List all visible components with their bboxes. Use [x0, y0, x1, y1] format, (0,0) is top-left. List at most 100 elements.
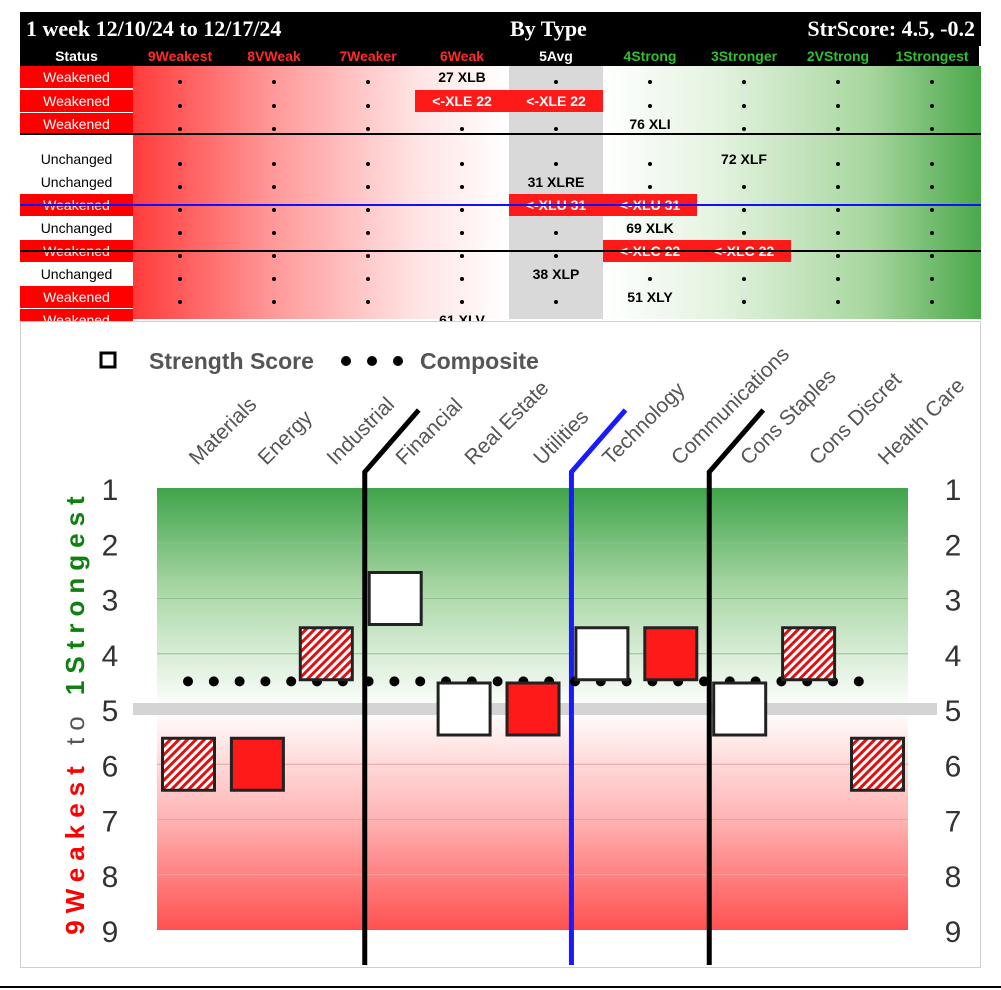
- etf-cell: 31 XLRE: [527, 174, 585, 190]
- empty-cell-dot: [836, 185, 840, 189]
- empty-cell-dot: [930, 231, 934, 235]
- strength-marker-technology: [574, 626, 630, 682]
- empty-cell-dot: [178, 208, 182, 212]
- empty-cell-dot: [178, 277, 182, 281]
- composite-dot: [415, 676, 426, 687]
- empty-cell-dot: [460, 277, 464, 281]
- moved-etf-cell: <-XLE 22: [415, 90, 509, 112]
- empty-cell-dot: [272, 208, 276, 212]
- empty-cell-dot: [554, 127, 558, 131]
- row-status: Unchanged: [20, 263, 133, 285]
- empty-cell-dot: [272, 277, 276, 281]
- empty-cell-dot: [554, 254, 558, 258]
- empty-cell-dot: [742, 231, 746, 235]
- empty-cell-dot: [366, 254, 370, 258]
- composite-dot: [234, 676, 245, 687]
- y-tick-label-left: 8: [102, 861, 119, 894]
- group-separator: [20, 204, 981, 206]
- y-tick-label-right: 9: [945, 916, 962, 949]
- y-tick-label-right: 1: [945, 474, 962, 507]
- y-tick-label-left: 3: [102, 585, 119, 618]
- row-status: Weakened: [20, 90, 133, 112]
- strong-zone-bg: [603, 66, 981, 319]
- row-status: Unchanged: [20, 217, 133, 239]
- legend-square-icon: [99, 351, 117, 369]
- etf-cell: 38 XLP: [532, 266, 580, 282]
- row-status: Weakened: [20, 66, 133, 88]
- table-body: Weakened 27 XLB Weakened <-XLE 22 <-XLE 22 We…: [20, 66, 981, 331]
- empty-cell-dot: [836, 208, 840, 212]
- legend-composite-dot: [367, 356, 377, 366]
- empty-cell-dot: [178, 185, 182, 189]
- table-title-bar: 1 week 12/10/24 to 12/17/24 By Type StrS…: [20, 12, 981, 46]
- category-label: Materials: [185, 393, 262, 470]
- y-tick-label-left: 1: [102, 474, 119, 507]
- composite-dot: [183, 676, 193, 687]
- composite-dot: [208, 676, 219, 687]
- empty-cell-dot: [930, 277, 934, 281]
- group-divider-line: [362, 408, 421, 965]
- etf-cell: 27 XLB: [438, 69, 486, 85]
- empty-cell-dot: [178, 231, 182, 235]
- empty-cell-dot: [742, 127, 746, 131]
- empty-cell-dot: [460, 254, 464, 258]
- empty-cell-dot: [178, 104, 182, 108]
- y-tick-label-left: 6: [102, 750, 119, 783]
- strength-marker-utilities: [505, 681, 561, 737]
- etf-cell: 76 XLI: [629, 116, 671, 132]
- empty-cell-dot: [836, 231, 840, 235]
- column-header-2vstrong: 2VStrong: [791, 46, 885, 66]
- composite-dot: [286, 676, 297, 687]
- empty-cell-dot: [272, 104, 276, 108]
- legend-composite-dot: [393, 356, 403, 366]
- empty-cell-dot: [742, 277, 746, 281]
- group-divider-line: [568, 408, 628, 965]
- column-header-5avg: 5Avg: [509, 46, 603, 66]
- empty-cell-dot: [836, 254, 840, 258]
- column-header-9weakest: 9Weakest: [133, 46, 227, 66]
- y-axis-label-strong: 1Strongest: [60, 489, 90, 695]
- empty-cell-dot: [930, 185, 934, 189]
- y-tick-label-left: 4: [102, 640, 119, 673]
- empty-cell-dot: [742, 104, 746, 108]
- composite-dot: [853, 676, 864, 687]
- empty-cell-dot: [178, 80, 182, 84]
- column-header-8vweak: 8VWeak: [227, 46, 321, 66]
- y-tick-label-left: 9: [102, 916, 119, 949]
- empty-cell-dot: [836, 104, 840, 108]
- empty-cell-dot: [648, 162, 652, 166]
- y-tick-label-right: 2: [945, 529, 962, 562]
- group-separator: [20, 133, 981, 135]
- empty-cell-dot: [648, 104, 652, 108]
- strength-marker-financial: [367, 571, 423, 626]
- y-axis-label-weak: 9Weakest: [60, 745, 90, 935]
- empty-cell-dot: [272, 162, 276, 166]
- y-tick-label-right: 3: [945, 585, 962, 618]
- empty-cell-dot: [460, 162, 464, 166]
- y-tick-label-left: 5: [102, 695, 119, 728]
- empty-cell-dot: [366, 104, 370, 108]
- empty-cell-dot: [178, 300, 182, 304]
- empty-cell-dot: [272, 80, 276, 84]
- empty-cell-dot: [554, 231, 558, 235]
- strength-marker-industrial: [298, 626, 354, 682]
- empty-cell-dot: [272, 127, 276, 131]
- empty-cell-dot: [272, 231, 276, 235]
- column-header-1strongest: 1Strongest: [885, 46, 979, 66]
- table-title-type: By Type: [510, 16, 587, 41]
- empty-cell-dot: [366, 185, 370, 189]
- empty-cell-dot: [930, 254, 934, 258]
- empty-cell-dot: [930, 162, 934, 166]
- strength-marker-communications: [643, 626, 699, 682]
- table-title-period: 1 week 12/10/24 to 12/17/24: [26, 16, 282, 41]
- etf-cell: 51 XLY: [627, 289, 673, 305]
- empty-cell-dot: [366, 208, 370, 212]
- empty-cell-dot: [460, 208, 464, 212]
- y-tick-label-right: 6: [945, 750, 962, 783]
- strength-marker-cons-staples: [712, 681, 768, 737]
- category-label: Energy: [254, 406, 318, 470]
- empty-cell-dot: [836, 162, 840, 166]
- y-tick-label-left: 7: [102, 806, 119, 839]
